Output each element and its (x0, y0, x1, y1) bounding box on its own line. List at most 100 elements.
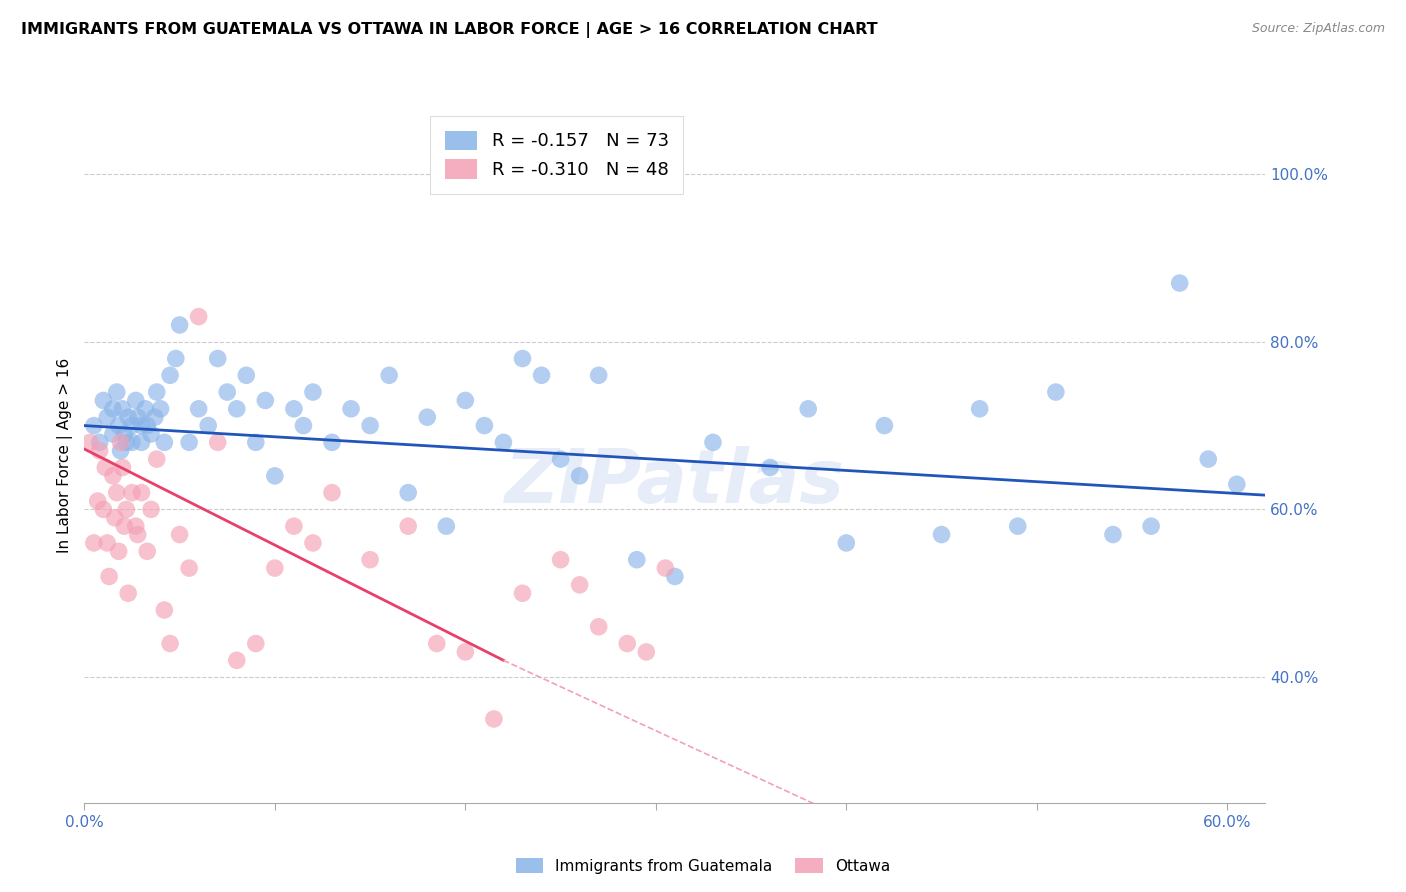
Point (179, 561, 201, 575)
Point (636, 645, 658, 659)
Point (235, 368, 257, 383)
Text: ZIPatlas: ZIPatlas (505, 446, 845, 519)
Point (136, 544, 159, 558)
Point (835, 536, 858, 550)
Point (454, 645, 477, 659)
Point (1102, 527, 1125, 541)
Point (359, 418, 381, 433)
Point (626, 552, 648, 566)
Point (187, 401, 209, 416)
Point (115, 435, 138, 450)
Point (1007, 519, 1029, 533)
Point (1168, 276, 1191, 290)
Point (873, 418, 896, 433)
Point (283, 401, 305, 416)
Point (179, 435, 201, 450)
Point (588, 620, 610, 634)
Legend: Immigrants from Guatemala, Ottawa: Immigrants from Guatemala, Ottawa (509, 852, 897, 880)
Point (378, 368, 401, 383)
Point (797, 401, 820, 416)
Y-axis label: In Labor Force | Age > 16: In Labor Force | Age > 16 (58, 358, 73, 552)
Point (492, 435, 515, 450)
Point (131, 418, 153, 433)
Point (110, 443, 132, 458)
Point (89, 435, 111, 450)
Point (512, 351, 534, 366)
Point (145, 385, 167, 400)
Point (1140, 519, 1163, 533)
Point (139, 502, 162, 516)
Point (283, 519, 305, 533)
Point (616, 636, 638, 650)
Point (83, 418, 105, 433)
Point (110, 435, 132, 450)
Point (112, 427, 135, 442)
Point (321, 485, 343, 500)
Point (105, 485, 128, 500)
Point (93, 393, 115, 408)
Point (117, 410, 139, 425)
Point (159, 368, 181, 383)
Point (931, 527, 953, 541)
Point (588, 368, 610, 383)
Point (969, 401, 991, 416)
Point (131, 485, 153, 500)
Point (550, 452, 572, 467)
Point (145, 452, 167, 467)
Point (131, 435, 153, 450)
Point (104, 510, 127, 524)
Point (702, 435, 724, 450)
Point (107, 544, 129, 558)
Point (101, 401, 124, 416)
Point (159, 636, 181, 650)
Point (359, 552, 381, 566)
Point (254, 393, 277, 408)
Point (153, 603, 176, 617)
Point (115, 502, 138, 516)
Point (139, 427, 162, 442)
Point (121, 418, 143, 433)
Point (217, 385, 239, 400)
Point (136, 418, 159, 433)
Text: Source: ZipAtlas.com: Source: ZipAtlas.com (1251, 22, 1385, 36)
Point (127, 527, 149, 541)
Point (416, 410, 439, 425)
Point (79, 435, 101, 450)
Point (98, 569, 121, 583)
Point (759, 460, 782, 475)
Point (321, 435, 343, 450)
Point (434, 519, 457, 533)
Point (474, 418, 496, 433)
Point (149, 401, 172, 416)
Point (530, 368, 553, 383)
Point (112, 519, 135, 533)
Point (1226, 477, 1249, 491)
Point (568, 578, 591, 592)
Point (143, 410, 166, 425)
Point (482, 712, 505, 726)
Point (134, 401, 156, 416)
Point (263, 468, 285, 483)
Point (664, 569, 686, 583)
Point (94, 460, 117, 475)
Point (93, 502, 115, 516)
Point (197, 418, 219, 433)
Point (101, 427, 124, 442)
Point (1045, 385, 1067, 400)
Point (207, 435, 229, 450)
Point (340, 401, 363, 416)
Point (111, 401, 134, 416)
Point (654, 561, 676, 575)
Point (96, 410, 118, 425)
Point (512, 586, 534, 600)
Point (396, 519, 419, 533)
Point (187, 310, 209, 324)
Text: IMMIGRANTS FROM GUATEMALA VS OTTAWA IN LABOR FORCE | AGE > 16 CORRELATION CHART: IMMIGRANTS FROM GUATEMALA VS OTTAWA IN L… (21, 22, 877, 38)
Point (101, 468, 124, 483)
Point (207, 351, 229, 366)
Point (245, 636, 267, 650)
Legend: R = -0.157   N = 73, R = -0.310   N = 48: R = -0.157 N = 73, R = -0.310 N = 48 (430, 116, 683, 194)
Point (96, 536, 118, 550)
Point (292, 418, 315, 433)
Point (125, 519, 148, 533)
